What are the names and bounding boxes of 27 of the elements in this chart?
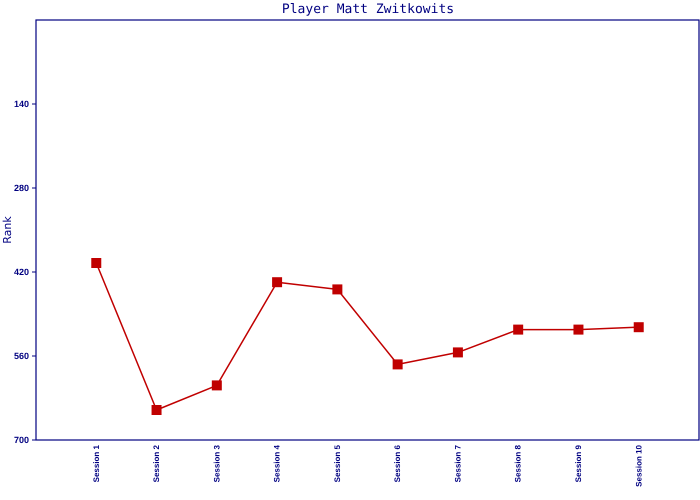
x-tick-label: Session 5 (332, 444, 342, 482)
point (634, 322, 644, 332)
point (452, 347, 463, 358)
point (152, 405, 162, 415)
point (332, 284, 342, 294)
y-tick-label: 560 (14, 350, 29, 361)
x-tick-label: Session 4 (272, 444, 282, 482)
x-tick-label: Session 3 (212, 444, 222, 482)
x-tick-label: Session 9 (574, 444, 584, 482)
x-tick-label: Session 10 (634, 444, 644, 487)
x-tick-label: Session 7 (453, 444, 462, 482)
x-tick-label: Session 8 (514, 444, 523, 482)
y-tick-label: 420 (14, 266, 29, 277)
y-tick-label: 700 (14, 434, 29, 445)
chart-title: Player Matt Zwitkowits (282, 2, 454, 17)
point (392, 359, 403, 370)
point (513, 324, 524, 335)
point (212, 380, 222, 390)
point (91, 258, 102, 268)
y-axis-title: Rank (1, 216, 14, 244)
point (272, 277, 282, 288)
x-tick-label: Session 2 (152, 444, 162, 482)
point (573, 324, 584, 335)
x-tick-label: Session 6 (393, 444, 402, 482)
x-tick-label: Session 1 (92, 444, 101, 482)
y-tick-label: 140 (14, 98, 29, 109)
y-tick-label: 280 (14, 182, 29, 193)
